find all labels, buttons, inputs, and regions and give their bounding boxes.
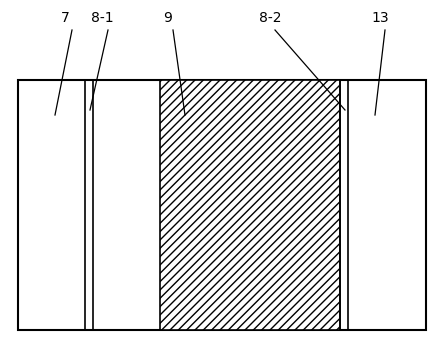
Bar — [160, 80, 340, 330]
Text: 13: 13 — [371, 11, 389, 25]
Bar — [18, 80, 426, 330]
Text: 9: 9 — [164, 11, 172, 25]
Text: 8-2: 8-2 — [259, 11, 281, 25]
Text: 7: 7 — [60, 11, 69, 25]
Text: 8-1: 8-1 — [91, 11, 113, 25]
